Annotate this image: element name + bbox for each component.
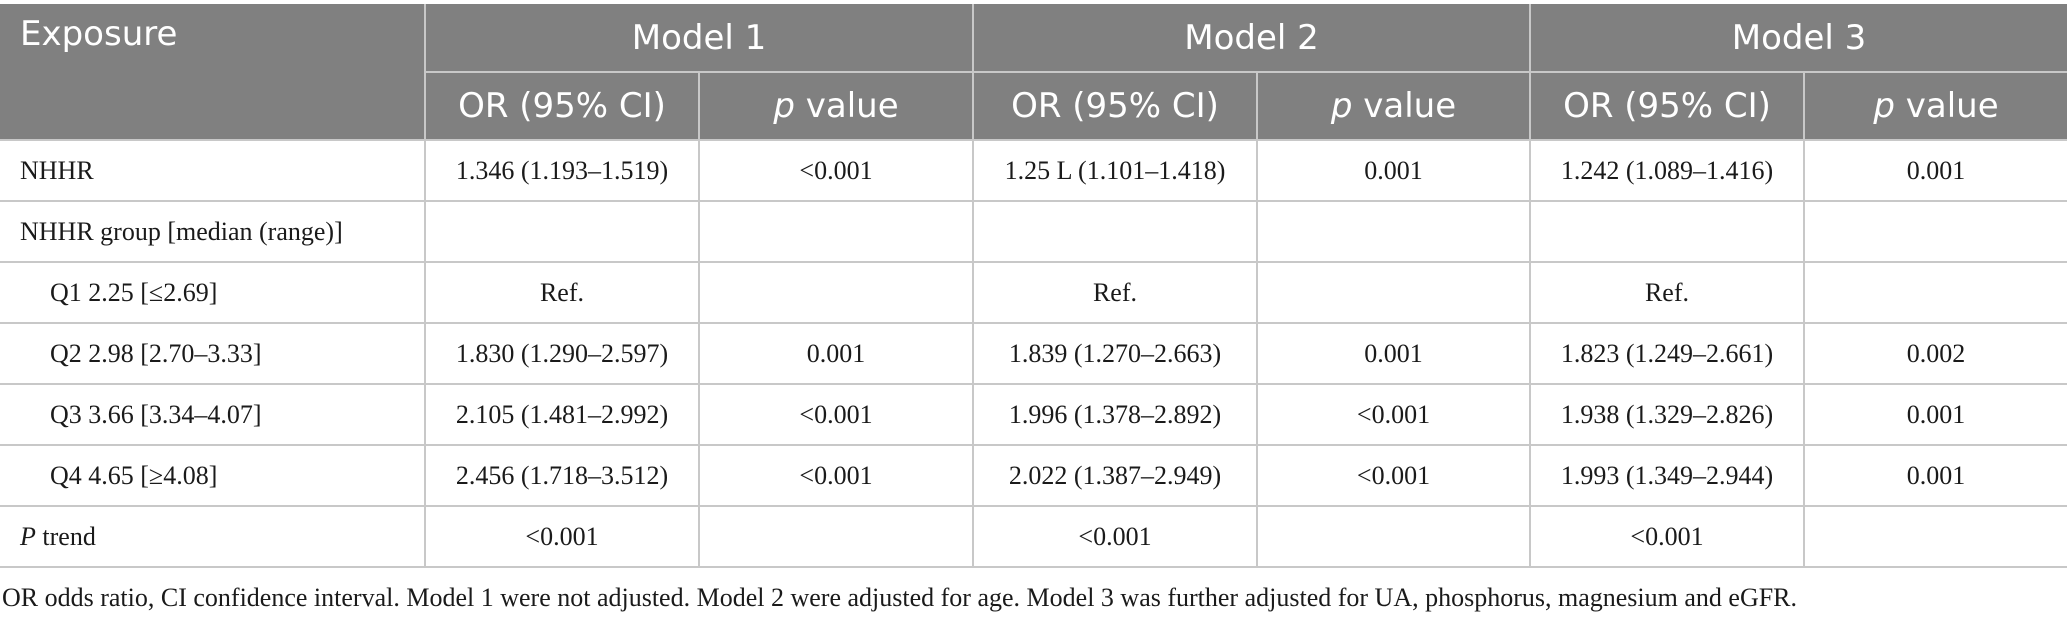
p-cell: 0.001 — [1803, 444, 2067, 507]
header-row-models: Exposure Model 1 Model 2 Model 3 — [0, 4, 2067, 141]
or-cell: 1.242 (1.089–1.416) — [1529, 139, 1805, 202]
exposure-cell: Q1 2.25 [≤2.69] — [0, 261, 426, 324]
results-table: Exposure Model 1 Model 2 Model 3 OR (95%… — [0, 4, 2067, 568]
model-2-header: Model 2 — [973, 4, 1531, 73]
p-cell: 0.001 — [698, 322, 974, 385]
table-footnote: OR odds ratio, CI confidence interval. M… — [2, 583, 1798, 612]
p-cell: <0.001 — [1256, 383, 1531, 446]
table-row: Q4 4.65 [≥4.08] 2.456 (1.718–3.512) <0.0… — [0, 444, 2067, 507]
or-cell: 2.456 (1.718–3.512) — [424, 444, 700, 507]
p-value-header: p value — [698, 72, 974, 141]
or-cell: 2.022 (1.387–2.949) — [972, 444, 1258, 507]
p-cell: 0.001 — [1803, 383, 2067, 446]
or-cell: Ref. — [424, 261, 700, 324]
p-cell: 0.001 — [1256, 139, 1531, 202]
p-cell: <0.001 — [698, 383, 974, 446]
exposure-cell: Q2 2.98 [2.70–3.33] — [0, 322, 426, 385]
p-cell — [1256, 200, 1531, 263]
or-cell: <0.001 — [972, 505, 1258, 568]
or-cell: 1.839 (1.270–2.663) — [972, 322, 1258, 385]
p-cell — [698, 200, 974, 263]
exposure-cell: NHHR group [median (range)] — [0, 200, 426, 263]
exposure-cell: Q4 4.65 [≥4.08] — [0, 444, 426, 507]
exposure-header: Exposure — [0, 4, 426, 141]
exposure-cell: Q3 3.66 [3.34–4.07] — [0, 383, 426, 446]
p-value-header: p value — [1256, 72, 1531, 141]
or-cell: 1.823 (1.249–2.661) — [1529, 322, 1805, 385]
header-row-stats: OR (95% CI) p value OR (95% CI) p value … — [0, 72, 2067, 141]
p-cell: <0.001 — [698, 444, 974, 507]
or-ci-header: OR (95% CI) — [972, 72, 1258, 141]
table-row: NHHR group [median (range)] — [0, 200, 2067, 263]
or-cell: 1.996 (1.378–2.892) — [972, 383, 1258, 446]
or-cell: 1.346 (1.193–1.519) — [424, 139, 700, 202]
table-row: Q3 3.66 [3.34–4.07] 2.105 (1.481–2.992) … — [0, 383, 2067, 446]
or-cell: 1.25 L (1.101–1.418) — [972, 139, 1258, 202]
p-value-header: p value — [1803, 72, 2067, 141]
or-cell — [972, 200, 1258, 263]
p-cell: 0.002 — [1803, 322, 2067, 385]
p-cell — [1803, 505, 2067, 568]
p-cell — [1256, 505, 1531, 568]
p-cell — [1803, 261, 2067, 324]
table-row: Q2 2.98 [2.70–3.33] 1.830 (1.290–2.597) … — [0, 322, 2067, 385]
p-cell: 0.001 — [1256, 322, 1531, 385]
or-cell: Ref. — [1529, 261, 1805, 324]
or-cell: 2.105 (1.481–2.992) — [424, 383, 700, 446]
model-1-header: Model 1 — [425, 4, 974, 73]
p-cell — [1256, 261, 1531, 324]
or-ci-header: OR (95% CI) — [425, 72, 700, 141]
or-cell: <0.001 — [424, 505, 700, 568]
exposure-cell: P trend — [0, 505, 426, 568]
p-cell: <0.001 — [698, 139, 974, 202]
p-cell: <0.001 — [1256, 444, 1531, 507]
or-cell: 1.938 (1.329–2.826) — [1529, 383, 1805, 446]
or-cell: Ref. — [972, 261, 1258, 324]
table-row: P trend <0.001 <0.001 <0.001 — [0, 505, 2067, 568]
table-row: Q1 2.25 [≤2.69] Ref. Ref. Ref. — [0, 261, 2067, 324]
or-cell — [424, 200, 700, 263]
p-cell — [698, 505, 974, 568]
or-cell — [1529, 200, 1805, 263]
p-cell — [698, 261, 974, 324]
or-cell: <0.001 — [1529, 505, 1805, 568]
or-cell: 1.830 (1.290–2.597) — [424, 322, 700, 385]
or-ci-header: OR (95% CI) — [1529, 72, 1805, 141]
exposure-cell: NHHR — [0, 139, 426, 202]
model-3-header: Model 3 — [1530, 4, 2067, 73]
p-cell: 0.001 — [1803, 139, 2067, 202]
table-row: NHHR 1.346 (1.193–1.519) <0.001 1.25 L (… — [0, 139, 2067, 202]
p-cell — [1803, 200, 2067, 263]
or-cell: 1.993 (1.349–2.944) — [1529, 444, 1805, 507]
